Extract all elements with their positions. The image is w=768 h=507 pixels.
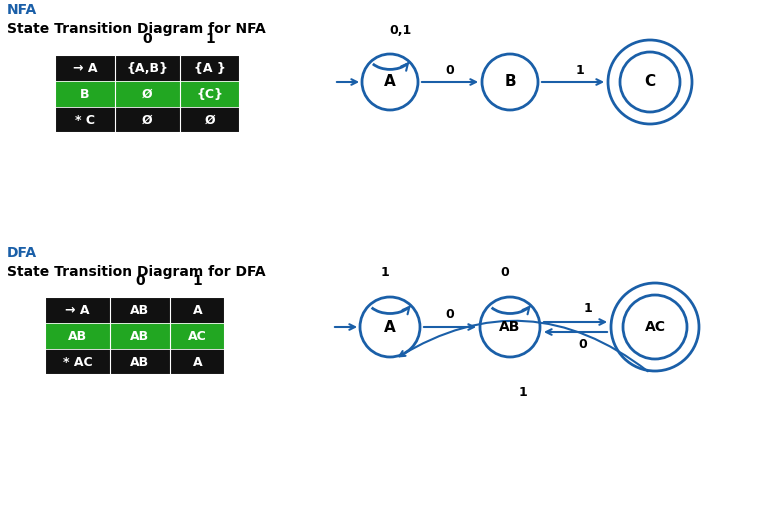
Text: 0: 0 bbox=[143, 32, 152, 47]
Bar bbox=[45, 349, 225, 375]
Text: 1: 1 bbox=[576, 63, 584, 77]
Text: NFA: NFA bbox=[7, 3, 38, 17]
Text: 1: 1 bbox=[518, 385, 527, 399]
Text: A: A bbox=[193, 304, 202, 316]
Text: State Transition Diagram for NFA: State Transition Diagram for NFA bbox=[7, 22, 266, 36]
Text: 1: 1 bbox=[583, 302, 592, 314]
Text: A: A bbox=[384, 319, 396, 335]
Text: A: A bbox=[384, 75, 396, 90]
Text: 0: 0 bbox=[501, 266, 509, 279]
Text: 1: 1 bbox=[193, 274, 203, 288]
Text: State Transition Diagram for DFA: State Transition Diagram for DFA bbox=[7, 265, 266, 279]
Text: 0: 0 bbox=[135, 274, 145, 288]
Text: DFA: DFA bbox=[7, 246, 37, 260]
Text: B: B bbox=[80, 88, 90, 100]
Bar bbox=[55, 55, 240, 133]
Text: {A,B}: {A,B} bbox=[127, 61, 168, 75]
Text: AC: AC bbox=[188, 330, 207, 343]
Text: B: B bbox=[504, 75, 516, 90]
Text: {C}: {C} bbox=[197, 88, 223, 100]
Bar bbox=[45, 297, 225, 375]
Text: AB: AB bbox=[68, 330, 87, 343]
Bar bbox=[55, 107, 240, 133]
Text: AC: AC bbox=[644, 320, 666, 334]
Bar bbox=[55, 81, 240, 107]
Text: AB: AB bbox=[131, 330, 150, 343]
Text: 1: 1 bbox=[205, 32, 215, 47]
Text: → A: → A bbox=[73, 61, 98, 75]
Text: Ø: Ø bbox=[142, 88, 153, 100]
Bar bbox=[55, 55, 240, 81]
Text: AB: AB bbox=[131, 304, 150, 316]
Text: * AC: * AC bbox=[63, 355, 92, 369]
Bar bbox=[45, 323, 225, 349]
Text: 0,1: 0,1 bbox=[389, 24, 411, 37]
Text: AB: AB bbox=[499, 320, 521, 334]
Text: → A: → A bbox=[65, 304, 90, 316]
Text: A: A bbox=[193, 355, 202, 369]
Bar bbox=[45, 297, 225, 323]
Text: C: C bbox=[644, 75, 656, 90]
Text: 0: 0 bbox=[445, 63, 455, 77]
Text: AB: AB bbox=[131, 355, 150, 369]
Text: Ø: Ø bbox=[142, 114, 153, 127]
Text: 0: 0 bbox=[578, 339, 587, 351]
Text: 1: 1 bbox=[381, 266, 389, 279]
Text: * C: * C bbox=[75, 114, 95, 127]
Text: Ø: Ø bbox=[205, 114, 215, 127]
Text: 0: 0 bbox=[445, 308, 455, 320]
Text: {A }: {A } bbox=[194, 61, 226, 75]
